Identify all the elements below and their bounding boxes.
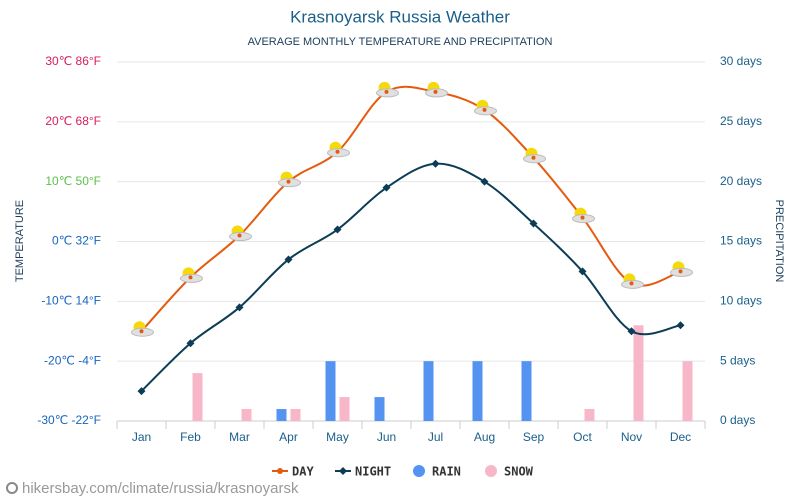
- y2-tick-label: 30 days: [720, 54, 762, 68]
- source-icon: [6, 482, 18, 494]
- bar: [423, 361, 434, 421]
- point: [382, 183, 391, 192]
- point: [186, 339, 195, 348]
- bar: [276, 409, 287, 421]
- plot-back: [116, 61, 706, 429]
- point: [433, 89, 438, 94]
- weather-icon: [621, 273, 644, 289]
- legend-label: SNOW: [504, 465, 534, 479]
- weather-icon: [425, 81, 448, 98]
- weather-icon: [278, 171, 301, 188]
- y-tick-label: -10℃ 14°F: [41, 294, 101, 308]
- x-tick-label: Dec: [670, 430, 691, 444]
- point: [678, 269, 683, 274]
- line: [140, 162, 681, 392]
- weather-icon: [572, 207, 595, 224]
- x-tick-label: Nov: [621, 430, 642, 444]
- weather-icon: [376, 81, 399, 98]
- x-tick-label: May: [326, 430, 349, 444]
- point: [482, 107, 487, 112]
- weather-icon: [131, 321, 154, 337]
- point: [139, 329, 144, 334]
- weather-icon: [523, 147, 546, 164]
- y-tick-label: 0℃ 32°F: [52, 234, 101, 248]
- point: [629, 281, 634, 286]
- line: [140, 85, 681, 332]
- y2-tick-label: 5 days: [720, 353, 755, 367]
- bar: [682, 361, 693, 421]
- y-tick-label: 30℃ 86°F: [45, 54, 101, 68]
- legend-marker: [339, 467, 347, 475]
- legend-label: DAY: [292, 465, 314, 479]
- weather-icon: [180, 267, 203, 283]
- x-tick-label: Apr: [279, 430, 298, 444]
- y2-tick-label: 25 days: [720, 114, 762, 128]
- point: [480, 177, 489, 186]
- point: [531, 155, 536, 160]
- weather-icon: [229, 225, 252, 242]
- x-tick-label: Feb: [180, 430, 201, 444]
- point: [188, 275, 193, 280]
- point: [431, 159, 440, 168]
- chart-subtitle: AVERAGE MONTHLY TEMPERATURE AND PRECIPIT…: [248, 36, 553, 48]
- bar: [584, 409, 595, 421]
- bar: [472, 361, 483, 421]
- y-axis-title: TEMPERATURE: [14, 200, 26, 282]
- y-tick-label: 20℃ 68°F: [45, 114, 101, 128]
- point: [333, 225, 342, 234]
- bar: [241, 409, 252, 421]
- bar: [374, 397, 385, 421]
- point: [235, 303, 244, 312]
- point: [384, 89, 389, 94]
- legend-label: NIGHT: [355, 465, 391, 479]
- y2-tick-label: 0 days: [720, 413, 755, 427]
- x-tick-label: Jun: [377, 430, 396, 444]
- x-tick-label: Oct: [573, 430, 592, 444]
- y2-axis-title: PRECIPITATION: [773, 200, 785, 283]
- point: [580, 215, 585, 220]
- y-tick-label: 10℃ 50°F: [45, 174, 101, 188]
- y2-tick-label: 10 days: [720, 294, 762, 308]
- legend-swatch: [413, 465, 425, 477]
- y2-tick-label: 15 days: [720, 234, 762, 248]
- bar: [192, 373, 203, 421]
- point: [529, 219, 538, 228]
- bar: [290, 409, 301, 421]
- legend-swatch: [485, 465, 497, 477]
- weather-icon: [474, 99, 497, 116]
- point: [284, 255, 293, 264]
- bar: [339, 397, 350, 421]
- legend-label: RAIN: [432, 465, 461, 479]
- point: [578, 267, 587, 276]
- x-tick-label: Jan: [132, 430, 151, 444]
- weather-icon: [670, 261, 693, 277]
- x-tick-label: Mar: [229, 430, 250, 444]
- legend-marker: [277, 468, 283, 474]
- weather-icon: [327, 141, 350, 158]
- point: [237, 233, 242, 238]
- chart-title: Krasnoyarsk Russia Weather: [290, 7, 510, 26]
- y-tick-label: -20℃ -4°F: [44, 353, 101, 367]
- bar: [633, 325, 644, 421]
- y2-tick-label: 20 days: [720, 174, 762, 188]
- point: [137, 387, 146, 396]
- bar: [325, 361, 336, 421]
- point: [627, 327, 636, 336]
- x-tick-label: Jul: [428, 430, 443, 444]
- bar: [521, 361, 532, 421]
- x-tick-label: Sep: [523, 430, 545, 444]
- source-link[interactable]: hikersbay.com/climate/russia/krasnoyarsk: [22, 480, 299, 497]
- point: [676, 321, 685, 330]
- point: [335, 149, 340, 154]
- y-tick-label: -30℃ -22°F: [37, 413, 101, 427]
- point: [286, 179, 291, 184]
- x-tick-label: Aug: [474, 430, 495, 444]
